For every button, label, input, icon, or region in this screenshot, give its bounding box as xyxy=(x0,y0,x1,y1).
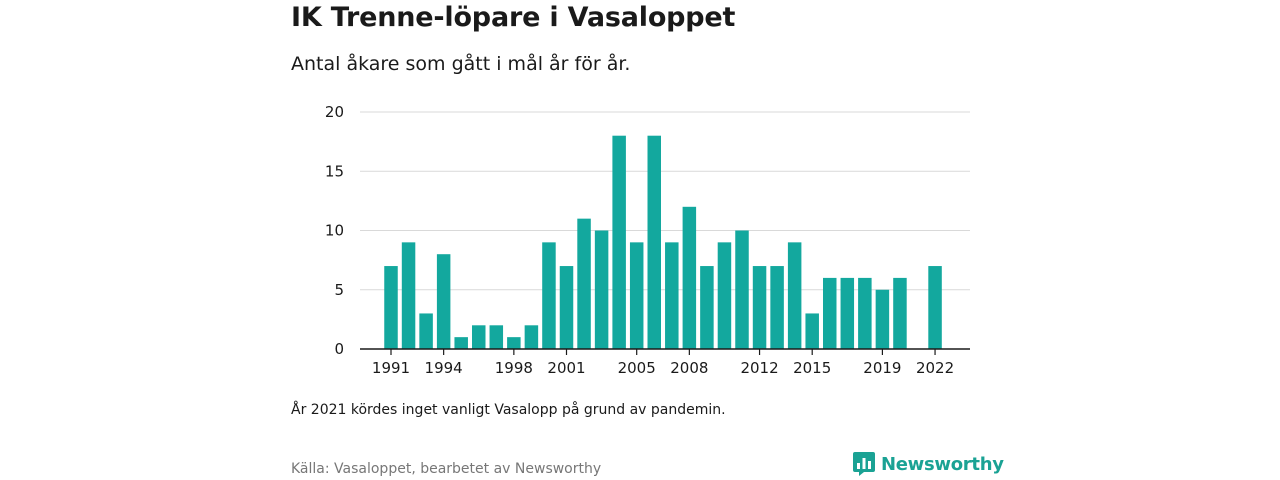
y-tick-label-0: 0 xyxy=(334,340,344,358)
brand-name: Newsworthy xyxy=(881,453,1004,475)
x-tick-label-2008: 2008 xyxy=(670,359,708,377)
bar-2016 xyxy=(823,277,837,349)
bar-2019 xyxy=(875,289,890,349)
bar-2000 xyxy=(542,242,556,349)
bar-2004 xyxy=(612,135,626,349)
bar-2020 xyxy=(893,277,907,349)
bar-2003 xyxy=(594,230,609,349)
bar-2013 xyxy=(770,266,784,349)
bar-2002 xyxy=(577,218,591,349)
bar-2001 xyxy=(559,266,574,349)
bars xyxy=(384,135,942,349)
bar-chart: 0 5 10 15 20 1991 1994 1998 2001 2005 2008 2012 201… xyxy=(325,103,970,377)
bar-1991 xyxy=(384,266,398,349)
bar-1994 xyxy=(436,254,451,349)
bar-2010 xyxy=(717,242,732,349)
newsworthy-brand: Newsworthy xyxy=(853,452,1004,476)
y-axis-tick-labels: 0 5 10 15 20 xyxy=(325,103,344,358)
bar-2015 xyxy=(805,313,819,349)
y-tick-label-10: 10 xyxy=(325,222,344,240)
bar-2006 xyxy=(647,135,661,349)
bar-2011 xyxy=(735,230,749,349)
bar-2018 xyxy=(858,277,872,349)
chart-subtitle: Antal åkare som gått i mål år för år. xyxy=(291,53,631,75)
bar-2022 xyxy=(928,266,942,349)
bar-2007 xyxy=(665,242,679,349)
newsworthy-logo-icon xyxy=(853,452,875,476)
y-tick-label-5: 5 xyxy=(334,281,344,299)
x-tick-label-2005: 2005 xyxy=(618,359,656,377)
bar-1995 xyxy=(454,337,468,349)
x-tick-label-2001: 2001 xyxy=(547,359,585,377)
chart-note: År 2021 kördes inget vanligt Vasalopp på… xyxy=(291,402,726,418)
x-tick-label-1998: 1998 xyxy=(495,359,533,377)
bar-2014 xyxy=(787,242,802,349)
bar-1998 xyxy=(507,337,521,349)
x-tick-label-1994: 1994 xyxy=(425,359,463,377)
bar-2005 xyxy=(629,242,644,349)
x-tick-label-2019: 2019 xyxy=(863,359,901,377)
gridlines xyxy=(360,111,970,291)
y-tick-label-15: 15 xyxy=(325,162,344,180)
bar-2009 xyxy=(700,266,714,349)
bar-1999 xyxy=(524,325,539,349)
x-tick-label-2012: 2012 xyxy=(740,359,778,377)
bar-1992 xyxy=(401,242,416,349)
x-tick-label-2022: 2022 xyxy=(916,359,954,377)
y-tick-label-20: 20 xyxy=(325,103,344,121)
x-tick-label-1991: 1991 xyxy=(372,359,410,377)
x-tick-label-2015: 2015 xyxy=(793,359,831,377)
chart-title: IK Trenne-löpare i Vasaloppet xyxy=(291,2,736,33)
bar-1997 xyxy=(489,325,504,349)
source-credit: Källa: Vasaloppet, bearbetet av Newswort… xyxy=(291,461,602,477)
bar-2008 xyxy=(682,206,697,349)
bar-1993 xyxy=(419,313,433,349)
bar-1996 xyxy=(472,325,486,349)
bar-2012 xyxy=(752,266,767,349)
bar-2017 xyxy=(840,277,855,349)
x-axis-ticks: 1991 1994 1998 2001 2005 2008 2012 2015 2019 2022 xyxy=(372,349,954,377)
